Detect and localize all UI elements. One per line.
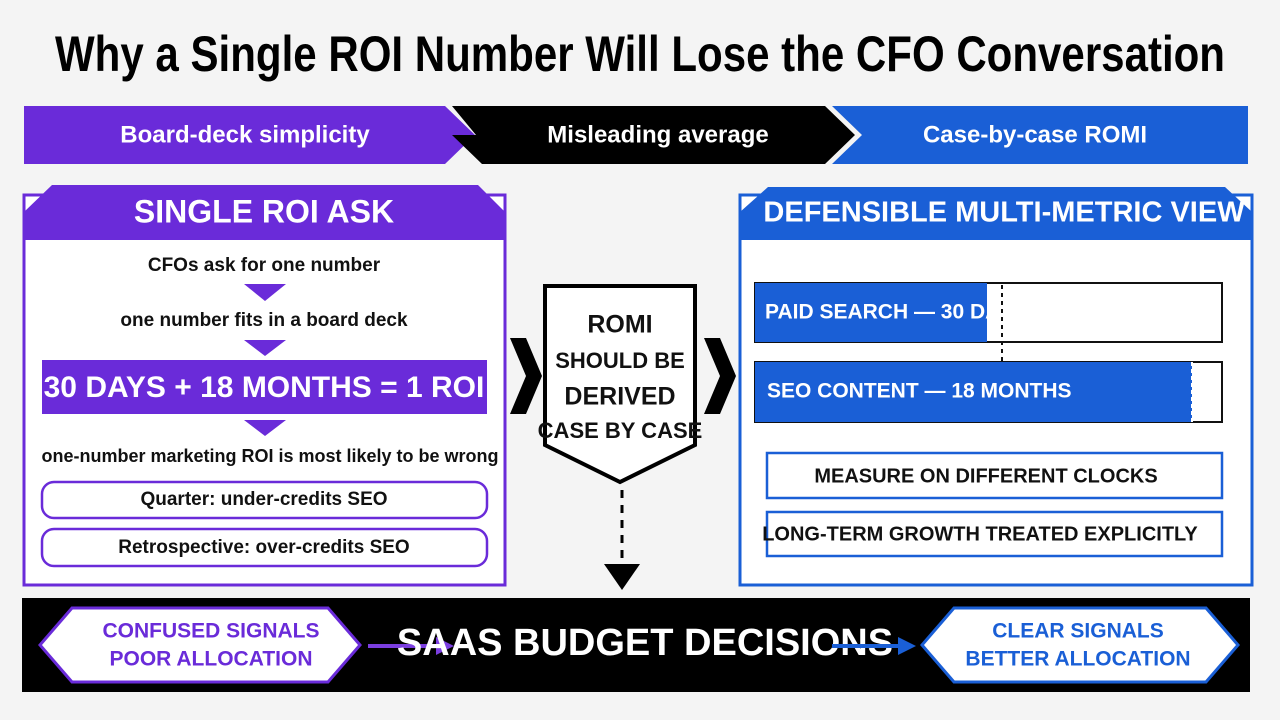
center-text: ROMI: [587, 311, 652, 339]
note: Quarter: under-credits SEO: [140, 489, 387, 510]
bar-fill: [755, 362, 1192, 422]
note-box: [765, 510, 1224, 558]
note: MEASURE ON DIFFERENT CLOCKS: [814, 465, 1157, 487]
stage-label: Misleading average: [547, 121, 768, 148]
stage-black: [452, 106, 855, 164]
stage-label: Case-by-case ROMI: [923, 121, 1147, 148]
stage-label: Board-deck simplicity: [120, 121, 370, 148]
stage-blue: [832, 106, 1248, 164]
center-text: SHOULD BE: [555, 348, 685, 373]
down-arrow: [244, 340, 286, 356]
arrow-head: [436, 637, 454, 655]
chevron: [510, 338, 542, 414]
arrow-head: [898, 637, 916, 655]
conclusion: one-number marketing ROI is most likely …: [41, 446, 498, 466]
footer-right-text: CLEAR SIGNALS: [992, 620, 1164, 643]
center-text: CASE BY CASE: [538, 418, 703, 443]
left-header: [24, 185, 505, 240]
footer-right-box: [920, 606, 1240, 684]
down-arrow: [244, 420, 286, 436]
down-arrow: [244, 284, 286, 301]
footer-left-text: CONFUSED SIGNALS: [102, 620, 319, 643]
equation: 30 DAYS + 18 MONTHS = 1 ROI: [44, 371, 485, 404]
chevron: [704, 338, 736, 414]
title: Why a Single ROI Number Will Lose the CF…: [55, 26, 1225, 82]
footer-right-text: BETTER ALLOCATION: [965, 648, 1190, 671]
bar-label: PAID SEARCH — 30 DAYS: [765, 301, 1026, 324]
note-box: [40, 527, 489, 568]
step-text: one number fits in a board deck: [120, 310, 408, 331]
note-box: [40, 480, 489, 520]
bar-fill: [755, 283, 987, 342]
note: LONG-TERM GROWTH TREATED EXPLICITLY: [762, 523, 1198, 545]
left-title: SINGLE ROI ASK: [134, 193, 394, 229]
down-arrow: [604, 564, 640, 590]
step-text: CFOs ask for one number: [148, 255, 381, 276]
note: Retrospective: over-credits SEO: [118, 537, 409, 558]
right-header: [740, 187, 1252, 240]
center-text: DERIVED: [564, 383, 675, 411]
note-box: [765, 451, 1224, 500]
footer-left-text: POOR ALLOCATION: [110, 648, 313, 671]
bar-label: SEO CONTENT — 18 MONTHS: [767, 380, 1072, 403]
stage-purple: [24, 106, 475, 164]
footer-center: SAAS BUDGET DECISIONS: [397, 622, 893, 664]
right-title: DEFENSIBLE MULTI-METRIC VIEW: [763, 197, 1245, 229]
equation-box: [42, 360, 487, 414]
center-shield: [543, 284, 697, 485]
footer-left-box: [38, 606, 362, 684]
